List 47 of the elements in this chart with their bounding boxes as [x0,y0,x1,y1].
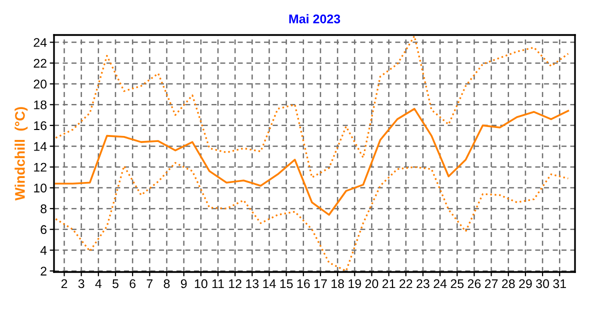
x-tick-label: 21 [382,279,396,288]
x-tick-label: 13 [246,279,259,288]
y-tick-label: 10 [34,184,47,192]
x-tick-label: 19 [348,279,362,288]
x-tick-label: 14 [263,279,276,288]
line-series [54,35,569,178]
x-tick-label: 16 [297,279,310,288]
y-tick-label: 20 [34,80,47,89]
x-tick-label: 22 [400,279,412,288]
y-tick-label: 18 [34,100,47,110]
x-tick-label: 27 [484,279,498,288]
y-tick-label: 2 [40,266,46,276]
y-axis-title: Windchill (°C) [14,107,28,201]
y-tick-label: 16 [34,121,47,130]
x-tick-label: 26 [468,279,481,288]
x-tick-label: 3 [78,279,84,288]
x-tick-label: 20 [365,279,378,288]
x-tick-label: 4 [95,279,102,288]
y-tick-label: 14 [34,142,47,151]
y-tick-label: 4 [40,246,47,255]
x-tick-label: 6 [130,279,136,288]
x-tick-label: 18 [332,279,344,288]
x-tick-label: 23 [416,279,430,288]
y-tick-label: 6 [40,225,47,234]
y-tick-label: 22 [34,58,46,68]
x-tick-label: 24 [434,279,447,288]
x-tick-label: 25 [450,279,464,288]
x-tick-label: 8 [164,279,170,288]
x-tick-label: 10 [194,279,208,288]
x-tick-label: 15 [280,279,293,288]
y-tick-label: 12 [34,162,46,172]
x-tick-label: 29 [519,279,532,288]
y-tick-label: 8 [40,204,47,214]
x-tick-label: 12 [229,279,242,288]
chart-title: Mai 2023 [289,14,340,24]
y-tick-label: 24 [34,38,47,47]
line-series [54,108,570,216]
x-tick-label: 28 [502,279,515,288]
x-tick-label: 9 [180,279,187,288]
x-tick-label: 31 [553,279,566,288]
x-tick-label: 30 [536,279,550,288]
x-tick-label: 2 [61,279,68,288]
x-tick-label: 11 [212,279,224,288]
x-tick-label: 7 [146,279,153,288]
line-series [54,162,569,272]
x-tick-label: 17 [314,279,327,288]
x-tick-label: 5 [112,279,118,288]
